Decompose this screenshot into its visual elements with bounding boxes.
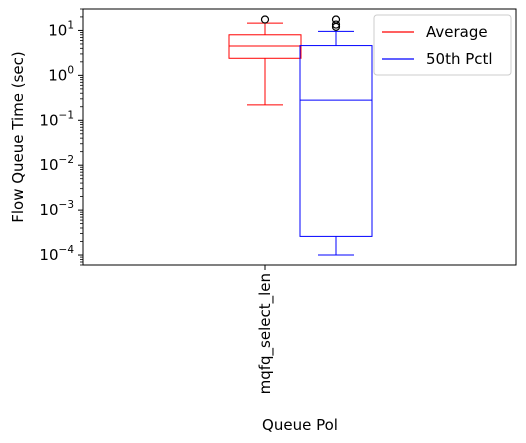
- box-iqr: [299, 45, 373, 237]
- y-tick-label: 10−2: [39, 154, 74, 174]
- y-axis-label: Flow Queue Time (sec): [9, 51, 27, 223]
- legend-frame: [373, 14, 512, 76]
- outlier-point: [331, 15, 341, 24]
- y-tick-label: 101: [48, 19, 74, 39]
- x-tick-label: mqfq_select_len: [256, 273, 275, 394]
- y-tick-label: 100: [48, 64, 74, 84]
- x-axis-ticks: mqfq_select_len: [256, 265, 275, 394]
- outlier-point: [260, 15, 270, 24]
- box-50th-pctl: [299, 15, 373, 256]
- y-tick-label: 10−3: [39, 199, 74, 219]
- y-tick-label: 10−4: [39, 244, 74, 264]
- y-tick-label: 10−1: [39, 109, 74, 129]
- box-iqr: [228, 34, 302, 59]
- x-axis-label: Queue Pol: [262, 416, 338, 434]
- box-average: [228, 15, 302, 106]
- legend-label: Average: [426, 23, 488, 41]
- y-axis-ticks: 10−4 10−3 10−2 10−1 100 101: [39, 8, 83, 266]
- box-series: [228, 15, 373, 256]
- legend-label: 50th Pctl: [426, 50, 493, 68]
- plot-area: [82, 8, 517, 266]
- legend: Average 50th Pctl: [373, 14, 512, 76]
- outlier-point: [331, 20, 341, 29]
